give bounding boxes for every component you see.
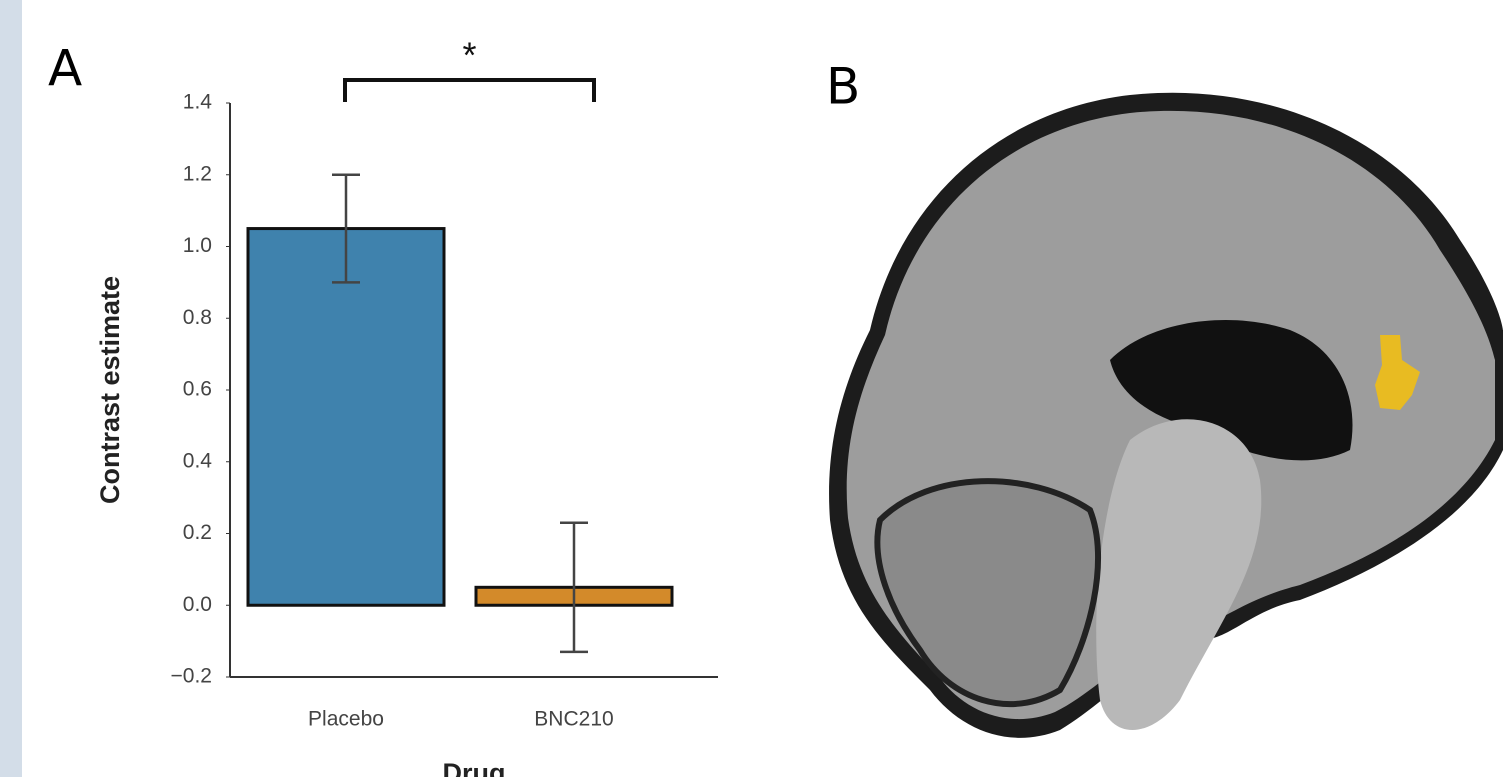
x-tick-label: Placebo: [308, 708, 384, 731]
page: A B −0.2 0.0 0.2 0.4 0.6 0.8 1.0 1.2 1.4 Contrast…: [0, 0, 1503, 777]
y-tick-label: 0.6: [183, 378, 212, 401]
brain-image: [829, 93, 1503, 738]
y-tick-label: −0.2: [171, 665, 212, 688]
cerebellum: [877, 481, 1098, 704]
significance-bracket: [345, 80, 594, 102]
y-tick-label: 0.4: [183, 449, 213, 472]
y-tick-label: 0.0: [183, 593, 212, 616]
panel-label: B: [826, 58, 860, 116]
y-tick-label: 1.0: [183, 234, 212, 257]
brainstem: [1096, 419, 1261, 730]
significance-label: *: [462, 35, 476, 76]
panel-label: A: [48, 40, 82, 98]
y-tick-label: 1.2: [183, 162, 212, 185]
side-strip: [0, 0, 22, 777]
y-axis-label: Contrast estimate: [95, 276, 125, 504]
bar-chart: −0.2 0.0 0.2 0.4 0.6 0.8 1.0 1.2 1.4 Contrast est…: [95, 35, 718, 777]
y-tick-label: 1.4: [183, 91, 213, 114]
figure: A B −0.2 0.0 0.2 0.4 0.6 0.8 1.0 1.2 1.4 Contrast…: [0, 0, 1503, 777]
bar: [248, 229, 444, 606]
y-tick-label: 0.2: [183, 521, 212, 544]
x-axis-label: Drug: [443, 758, 506, 777]
y-tick-label: 0.8: [183, 306, 212, 329]
x-tick-label: BNC210: [534, 708, 613, 731]
